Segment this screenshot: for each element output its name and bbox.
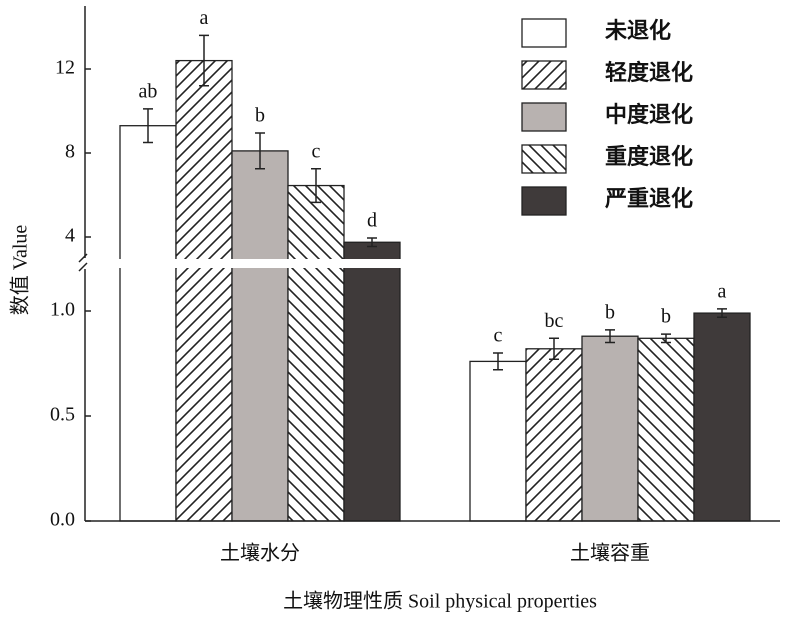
y-tick-label: 0.5 bbox=[50, 404, 75, 426]
y-tick-label: 4 bbox=[65, 225, 75, 247]
bar bbox=[231, 150, 289, 522]
legend-swatch bbox=[521, 60, 567, 90]
legend-label: 重度退化 bbox=[605, 144, 693, 169]
legend-label: 轻度退化 bbox=[605, 60, 693, 85]
legend-swatch bbox=[521, 186, 567, 216]
error-bar bbox=[549, 337, 559, 361]
bar bbox=[525, 348, 583, 522]
error-bar bbox=[311, 168, 321, 204]
bar bbox=[469, 360, 527, 522]
x-tick-label: 土壤水分 bbox=[220, 542, 300, 565]
y-axis-label: 数值 Value bbox=[9, 225, 32, 316]
axis-break-mark bbox=[78, 253, 88, 272]
legend-swatch bbox=[521, 102, 567, 132]
significance-letter: ab bbox=[139, 80, 158, 102]
significance-letter: a bbox=[718, 280, 727, 302]
x-tick-label: 土壤容重 bbox=[570, 542, 650, 565]
y-tick-label: 1.0 bbox=[50, 299, 75, 321]
significance-letter: a bbox=[200, 7, 209, 29]
significance-letter: b bbox=[605, 301, 615, 323]
error-bar bbox=[661, 333, 671, 344]
legend-label: 未退化 bbox=[605, 18, 671, 43]
bar bbox=[581, 335, 639, 522]
error-bar bbox=[143, 108, 153, 144]
y-tick-label: 0.0 bbox=[50, 509, 75, 531]
significance-letter: b bbox=[661, 306, 671, 328]
error-bar bbox=[605, 329, 615, 344]
significance-letter: c bbox=[494, 325, 503, 347]
bar bbox=[287, 184, 345, 522]
legend-label: 严重退化 bbox=[605, 186, 693, 211]
bar bbox=[175, 59, 233, 522]
y-tick-label: 8 bbox=[65, 141, 75, 163]
bar bbox=[693, 312, 751, 522]
error-bar bbox=[367, 237, 377, 248]
error-bar bbox=[493, 352, 503, 371]
axis-break-gap bbox=[79, 259, 780, 268]
legend-label: 中度退化 bbox=[605, 102, 693, 127]
error-bar bbox=[255, 132, 265, 170]
significance-letter: c bbox=[312, 140, 321, 162]
error-bar bbox=[717, 308, 727, 319]
x-axis-label: 土壤物理性质 Soil physical properties bbox=[283, 590, 597, 613]
error-bar bbox=[199, 34, 209, 87]
legend-swatch bbox=[521, 18, 567, 48]
bar bbox=[343, 241, 401, 522]
significance-letter: bc bbox=[545, 310, 564, 332]
legend-swatch bbox=[521, 144, 567, 174]
significance-letter: d bbox=[367, 210, 377, 232]
bar bbox=[637, 337, 695, 522]
y-tick-label: 12 bbox=[55, 57, 75, 79]
bar bbox=[119, 125, 177, 522]
significance-letter: b bbox=[255, 105, 265, 127]
